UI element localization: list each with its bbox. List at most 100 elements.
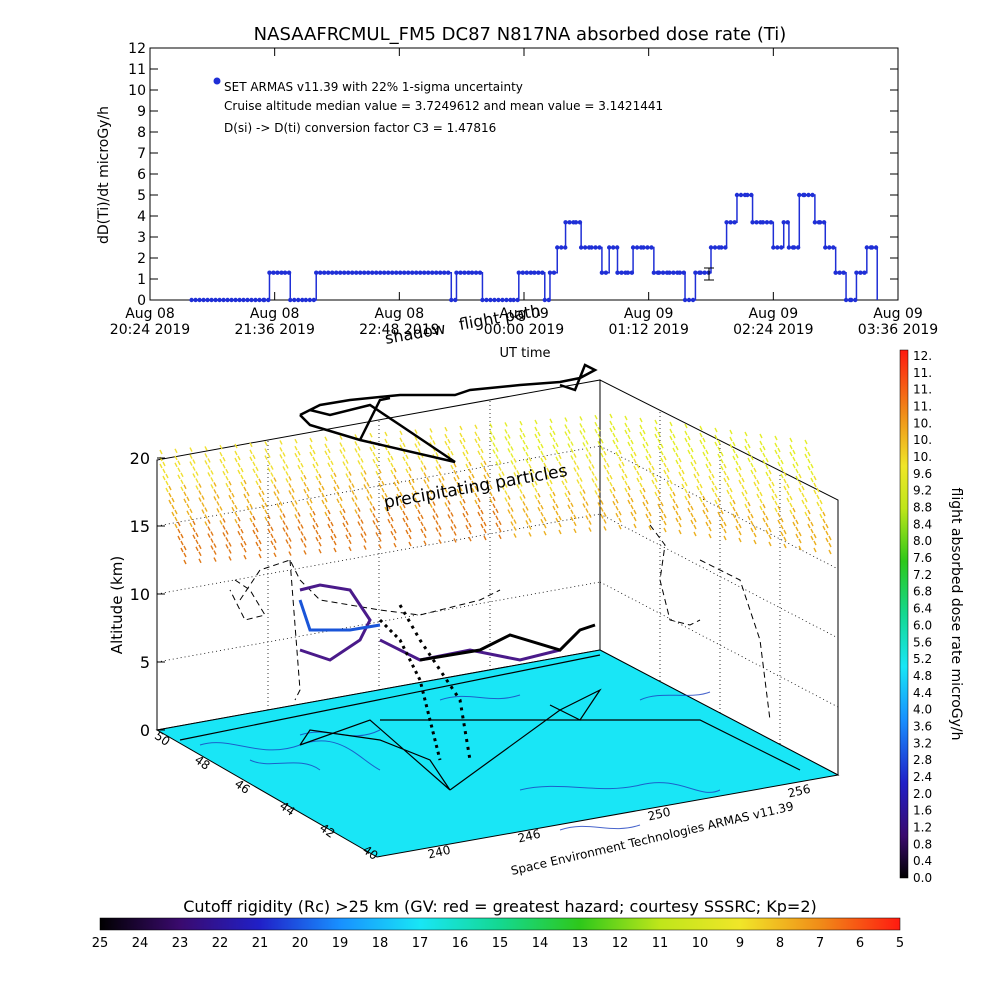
- particle-dash: [495, 515, 499, 521]
- particle-dash: [654, 433, 658, 439]
- x-tick-label-time: 21:36 2019: [234, 322, 314, 338]
- particle-dash: [525, 513, 529, 518]
- particle-dash: [651, 472, 655, 478]
- particle-dash: [750, 462, 754, 468]
- particle-dash: [357, 453, 361, 458]
- particle-dash: [504, 483, 508, 488]
- particle-dash: [528, 518, 532, 523]
- particle-dash: [420, 521, 424, 527]
- particle-dash: [399, 498, 403, 504]
- particle-dash: [675, 459, 679, 465]
- particle-dash: [165, 480, 169, 486]
- particle-dash: [690, 505, 694, 511]
- data-point: [745, 192, 750, 198]
- particle-dash: [231, 506, 235, 512]
- particle-dash: [420, 528, 424, 534]
- particle-dash: [591, 464, 595, 469]
- particle-dash: [216, 501, 220, 506]
- particle-dash: [432, 440, 436, 445]
- particle-dash: [555, 517, 559, 523]
- data-point: [645, 245, 650, 250]
- particle-dash: [486, 486, 490, 492]
- particle-dash: [627, 492, 631, 498]
- data-point: [245, 297, 250, 303]
- particle-dash: [750, 455, 754, 461]
- flight-path-3d: [298, 583, 596, 761]
- particle-dash: [672, 498, 676, 504]
- particle-dash: [276, 496, 280, 501]
- particle-dash: [573, 467, 577, 472]
- particle-dash: [270, 479, 274, 484]
- particle-dash: [618, 524, 622, 530]
- particle-dash: [597, 495, 601, 500]
- particle-dash: [774, 493, 778, 499]
- particle-dash: [711, 480, 715, 486]
- particle-dash: [696, 478, 700, 484]
- particle-dash: [744, 445, 748, 451]
- particle-dash: [327, 455, 331, 461]
- particle-dash: [726, 475, 730, 481]
- particle-dash: [213, 482, 217, 487]
- particle-dash: [498, 520, 502, 526]
- particle-dash: [741, 477, 745, 483]
- particle-dash: [489, 423, 493, 428]
- particle-dash: [591, 471, 595, 476]
- particle-dash: [333, 533, 337, 539]
- particle-dash: [582, 442, 586, 447]
- particle-dash: [252, 515, 256, 521]
- particle-dash: [780, 473, 784, 479]
- particle-dash: [354, 441, 358, 446]
- particle-dash: [399, 444, 403, 450]
- particle-dash: [234, 504, 238, 510]
- dose-rate-colorbar-label: 8.8: [913, 501, 932, 515]
- particle-dash: [363, 470, 367, 475]
- particle-dash: [624, 473, 628, 479]
- particle-dash: [546, 481, 550, 487]
- particle-dash: [669, 428, 673, 434]
- particle-dash: [195, 478, 199, 483]
- y-tick-label: 8: [137, 125, 146, 141]
- particle-dash: [678, 529, 682, 535]
- particle-dash: [759, 491, 763, 497]
- particle-dash: [189, 522, 193, 528]
- particle-dash: [168, 485, 172, 491]
- data-point: [275, 270, 280, 275]
- data-point: [496, 297, 501, 303]
- particle-dash: [573, 460, 577, 465]
- cutoff-rigidity-colorbar-label: 11: [652, 936, 669, 951]
- data-point: [795, 245, 801, 250]
- particle-dash: [186, 503, 190, 509]
- particle-dash: [585, 508, 589, 513]
- particle-dash: [381, 487, 385, 493]
- particle-dash: [693, 466, 697, 472]
- data-point: [853, 297, 858, 303]
- particle-dash: [651, 465, 655, 471]
- particle-dash: [225, 530, 229, 535]
- particle-dash: [672, 491, 676, 497]
- particle-dash: [399, 505, 403, 511]
- particle-dash: [363, 477, 367, 482]
- particle-dash: [342, 447, 346, 452]
- particle-dash: [309, 498, 313, 504]
- data-point: [520, 270, 526, 275]
- particle-dash: [417, 455, 421, 460]
- data-point: [797, 192, 802, 198]
- data-point: [492, 297, 497, 303]
- data-point: [532, 270, 537, 275]
- particle-dash: [441, 476, 445, 481]
- particle-dash: [228, 542, 232, 547]
- data-point: [719, 245, 724, 250]
- particle-dash: [225, 475, 229, 481]
- particle-dash: [597, 488, 601, 493]
- particle-dash: [177, 474, 181, 480]
- cutoff-rigidity-colorbar-label: 7: [816, 936, 824, 951]
- particle-dash: [756, 479, 760, 485]
- particle-dash: [180, 486, 184, 492]
- particle-dash: [810, 463, 814, 469]
- data-point: [300, 297, 305, 303]
- dose-rate-colorbar-gradient: [899, 349, 909, 879]
- particle-dash: [738, 537, 742, 543]
- data-point: [823, 245, 828, 250]
- particle-dash: [600, 445, 604, 451]
- particle-dash: [468, 536, 472, 542]
